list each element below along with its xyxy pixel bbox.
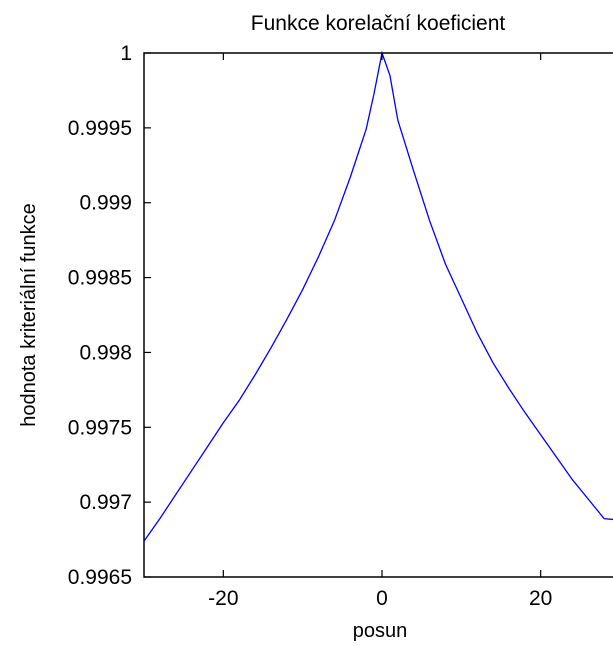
axes-frame [143, 52, 613, 578]
x-tick-label: 0 [376, 587, 388, 610]
y-axis: 0.9965 0.997 0.9975 0.998 0.9985 0.999 0.9995 1 [68, 42, 151, 589]
x-tick-label: 20 [529, 587, 552, 610]
y-tick-label: 0.997 [79, 491, 132, 514]
chart-title: Funkce korelační koeficient [251, 12, 506, 35]
y-tick-label: 0.9975 [68, 416, 132, 439]
x-axis: -20 0 20 [208, 53, 552, 610]
series-line [143, 50, 613, 542]
y-tick-label: 0.9965 [68, 566, 132, 589]
y-tick-label: 0.9985 [68, 267, 132, 290]
y-tick-label: 1 [120, 42, 132, 65]
y-tick-label: 0.998 [79, 341, 132, 364]
plot-area [143, 50, 613, 578]
y-tick-label: 0.999 [79, 192, 132, 215]
x-axis-label: posun [353, 620, 408, 642]
y-tick-label: 0.9995 [68, 117, 132, 140]
x-tick-label: -20 [208, 587, 238, 610]
y-axis-label: hodnota kriteriální funkce [18, 203, 40, 426]
